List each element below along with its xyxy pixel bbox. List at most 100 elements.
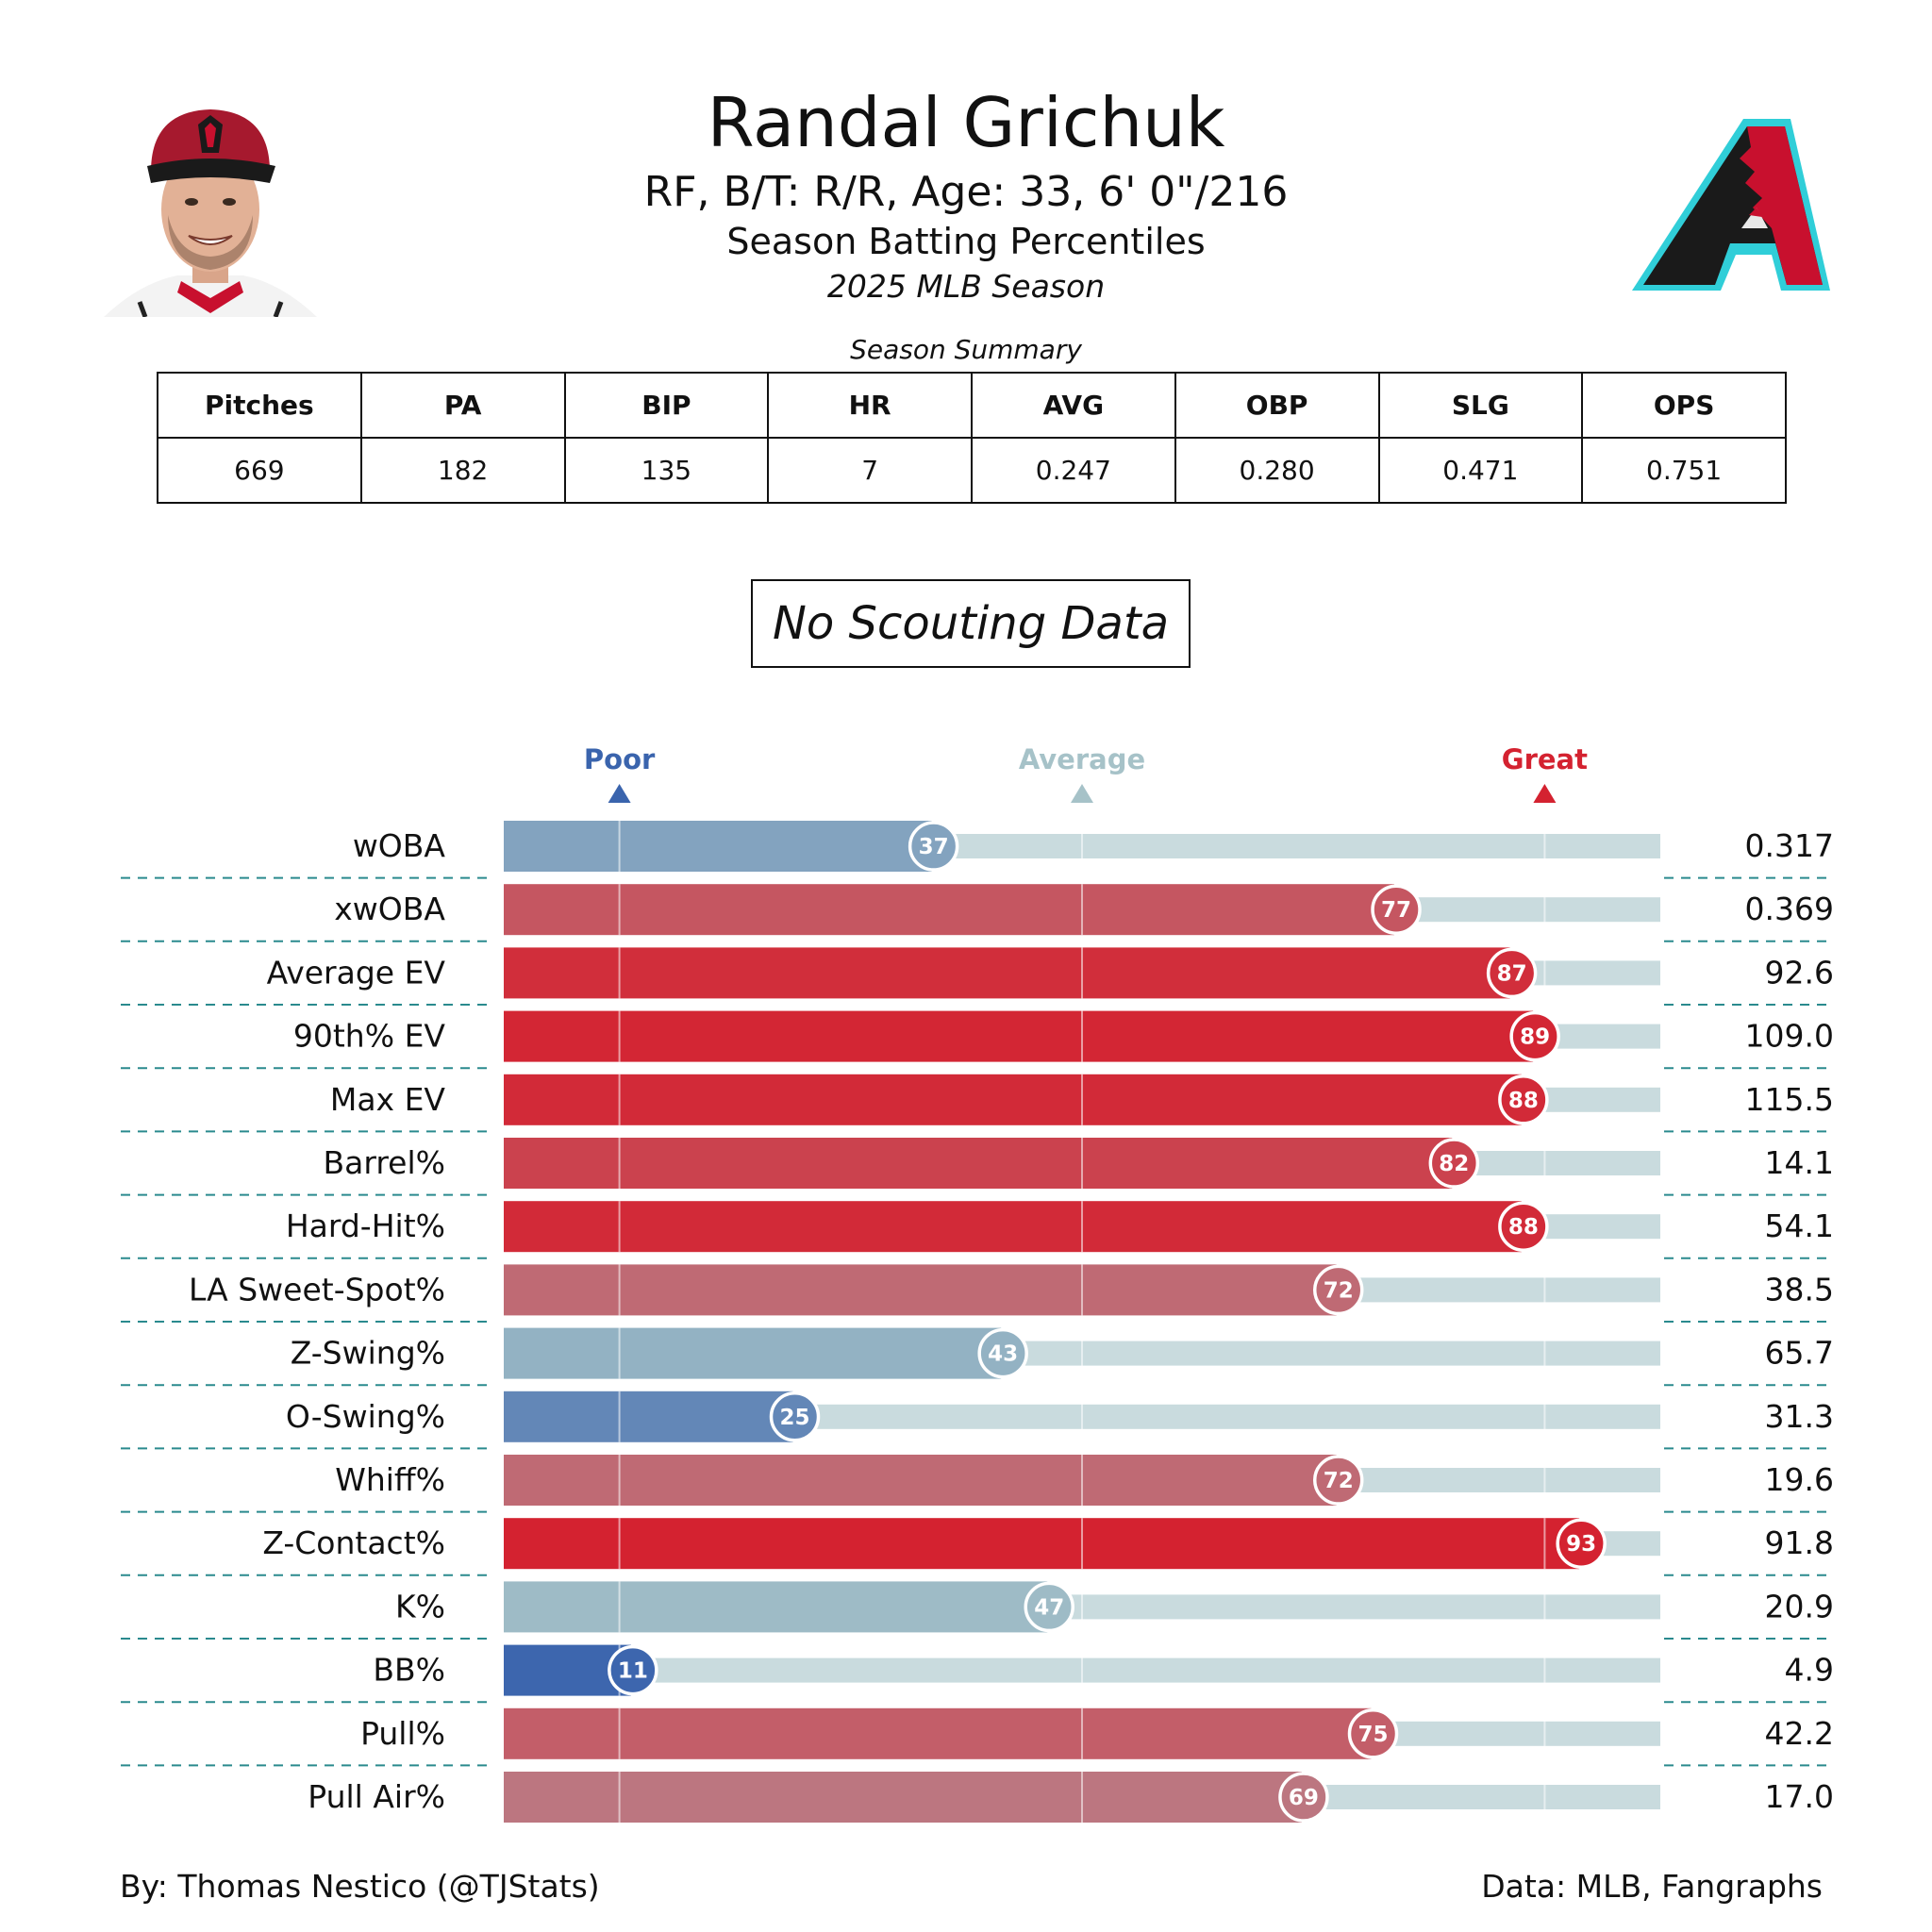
summary-value-cell: 0.471	[1377, 437, 1584, 504]
percentile-bubble	[1312, 1455, 1364, 1506]
stat-value: 38.5	[1765, 1271, 1834, 1307]
stat-name: Hard-Hit%	[286, 1208, 445, 1244]
stat-name: xwOBA	[334, 891, 445, 927]
scouting-data-box: No Scouting Data	[751, 579, 1191, 668]
player-headshot	[104, 109, 317, 317]
percentile-bar	[504, 1391, 793, 1442]
stat-value: 17.0	[1765, 1778, 1834, 1815]
percentile-bubble	[1498, 1074, 1549, 1125]
percentile-label: 77	[1381, 898, 1411, 923]
percentile-bubble	[1556, 1518, 1607, 1569]
percentile-bar	[504, 1455, 1337, 1506]
summary-header-cell: HR	[767, 372, 973, 439]
percentile-bar	[504, 947, 1510, 999]
percentile-label: 69	[1289, 1786, 1319, 1810]
summary-header-cell: OBP	[1174, 372, 1380, 439]
percentile-label: 93	[1566, 1532, 1596, 1557]
percentile-bubble	[1278, 1772, 1329, 1823]
summary-caption: Season Summary	[850, 334, 1082, 365]
stat-name: Z-Contact%	[262, 1524, 445, 1561]
stat-name: Whiff%	[335, 1461, 445, 1498]
percentile-bubble	[769, 1391, 821, 1442]
stat-name: Barrel%	[323, 1144, 445, 1181]
percentile-label: 25	[779, 1406, 809, 1430]
percentile-bubble	[1498, 1201, 1549, 1252]
percentile-bubble	[1509, 1010, 1560, 1062]
stat-value: 54.1	[1765, 1208, 1834, 1244]
percentile-bubble	[908, 821, 959, 872]
stat-value: 115.5	[1745, 1081, 1834, 1118]
stat-value: 109.0	[1745, 1018, 1834, 1055]
summary-value-cell: 7	[767, 437, 973, 504]
percentile-label: 87	[1497, 961, 1527, 986]
percentile-bubble	[1347, 1708, 1399, 1759]
scale-label-average: Average	[1019, 743, 1145, 775]
scale-marker-great	[1533, 784, 1557, 803]
summary-value-row: 669 182 135 7 0.247 0.280 0.471 0.751	[157, 437, 1787, 504]
percentile-bar	[504, 1581, 1048, 1633]
summary-value-cell: 182	[359, 437, 566, 504]
scale-label-poor: Poor	[584, 743, 656, 775]
stat-name: wOBA	[353, 827, 446, 864]
scale-marker-poor	[608, 784, 631, 803]
season-summary-table: Pitches PA BIP HR AVG OBP SLG OPS 669 18…	[157, 372, 1787, 504]
stat-name: K%	[395, 1588, 445, 1624]
stat-value: 31.3	[1765, 1398, 1834, 1435]
player-info: RF, B/T: R/R, Age: 33, 6' 0"/216	[643, 168, 1289, 216]
stat-value: 42.2	[1765, 1715, 1834, 1752]
report-title: Season Batting Percentiles	[726, 221, 1206, 262]
summary-header-cell: OPS	[1581, 372, 1787, 439]
stat-value: 0.369	[1745, 891, 1834, 927]
footer-credit: By: Thomas Nestico (@TJStats)	[120, 1868, 600, 1905]
stat-name: Average EV	[267, 954, 446, 991]
player-name: Randal Grichuk	[707, 83, 1225, 162]
summary-value-cell: 0.751	[1581, 437, 1787, 504]
summary-value-cell: 135	[563, 437, 770, 504]
percentile-label: 37	[919, 835, 949, 859]
stat-name: 90th% EV	[293, 1018, 446, 1055]
percentile-bar	[504, 1707, 1372, 1759]
percentile-label: 88	[1508, 1215, 1539, 1240]
scale-label-great: Great	[1502, 743, 1588, 775]
percentile-bar	[504, 1138, 1453, 1189]
percentile-label: 72	[1324, 1278, 1354, 1303]
percentile-bubble	[1428, 1138, 1480, 1189]
season-label: 2025 MLB Season	[826, 268, 1106, 305]
summary-header-row: Pitches PA BIP HR AVG OBP SLG OPS	[157, 372, 1787, 439]
percentile-bar	[504, 884, 1395, 936]
percentile-label: 72	[1324, 1469, 1354, 1493]
percentile-label: 88	[1508, 1089, 1539, 1113]
percentile-bubble	[1371, 884, 1422, 935]
summary-header-cell: BIP	[563, 372, 770, 439]
percentile-label: 75	[1357, 1723, 1388, 1747]
stat-value: 0.317	[1745, 827, 1834, 864]
summary-value-cell: 0.247	[971, 437, 1176, 504]
percentile-label: 47	[1034, 1595, 1064, 1620]
summary-value-cell: 669	[157, 437, 362, 504]
percentile-bar	[504, 1201, 1522, 1253]
scale-marker-average	[1071, 784, 1093, 803]
stat-value: 20.9	[1765, 1588, 1834, 1624]
stat-value: 14.1	[1765, 1144, 1834, 1181]
percentile-bar	[504, 1327, 1002, 1379]
footer-source: Data: MLB, Fangraphs	[1481, 1868, 1823, 1905]
percentile-label: 11	[618, 1659, 648, 1684]
percentile-bar	[504, 1010, 1534, 1062]
percentile-bubble	[1486, 947, 1538, 999]
summary-value-cell: 0.280	[1174, 437, 1380, 504]
stat-value: 4.9	[1785, 1652, 1834, 1689]
summary-header-cell: AVG	[971, 372, 1176, 439]
stat-name: Pull%	[360, 1715, 445, 1752]
stat-name: BB%	[373, 1652, 445, 1689]
percentile-label: 82	[1439, 1152, 1469, 1176]
stat-value: 19.6	[1765, 1461, 1834, 1498]
summary-header-cell: SLG	[1377, 372, 1584, 439]
stat-name: O-Swing%	[286, 1398, 445, 1435]
summary-header-cell: Pitches	[157, 372, 362, 439]
stat-value: 92.6	[1765, 954, 1834, 991]
stat-name: Max EV	[330, 1081, 446, 1118]
stat-name: Pull Air%	[308, 1778, 445, 1815]
stat-value: 65.7	[1765, 1335, 1834, 1372]
percentile-label: 43	[988, 1342, 1018, 1367]
percentile-bubble	[977, 1327, 1028, 1379]
